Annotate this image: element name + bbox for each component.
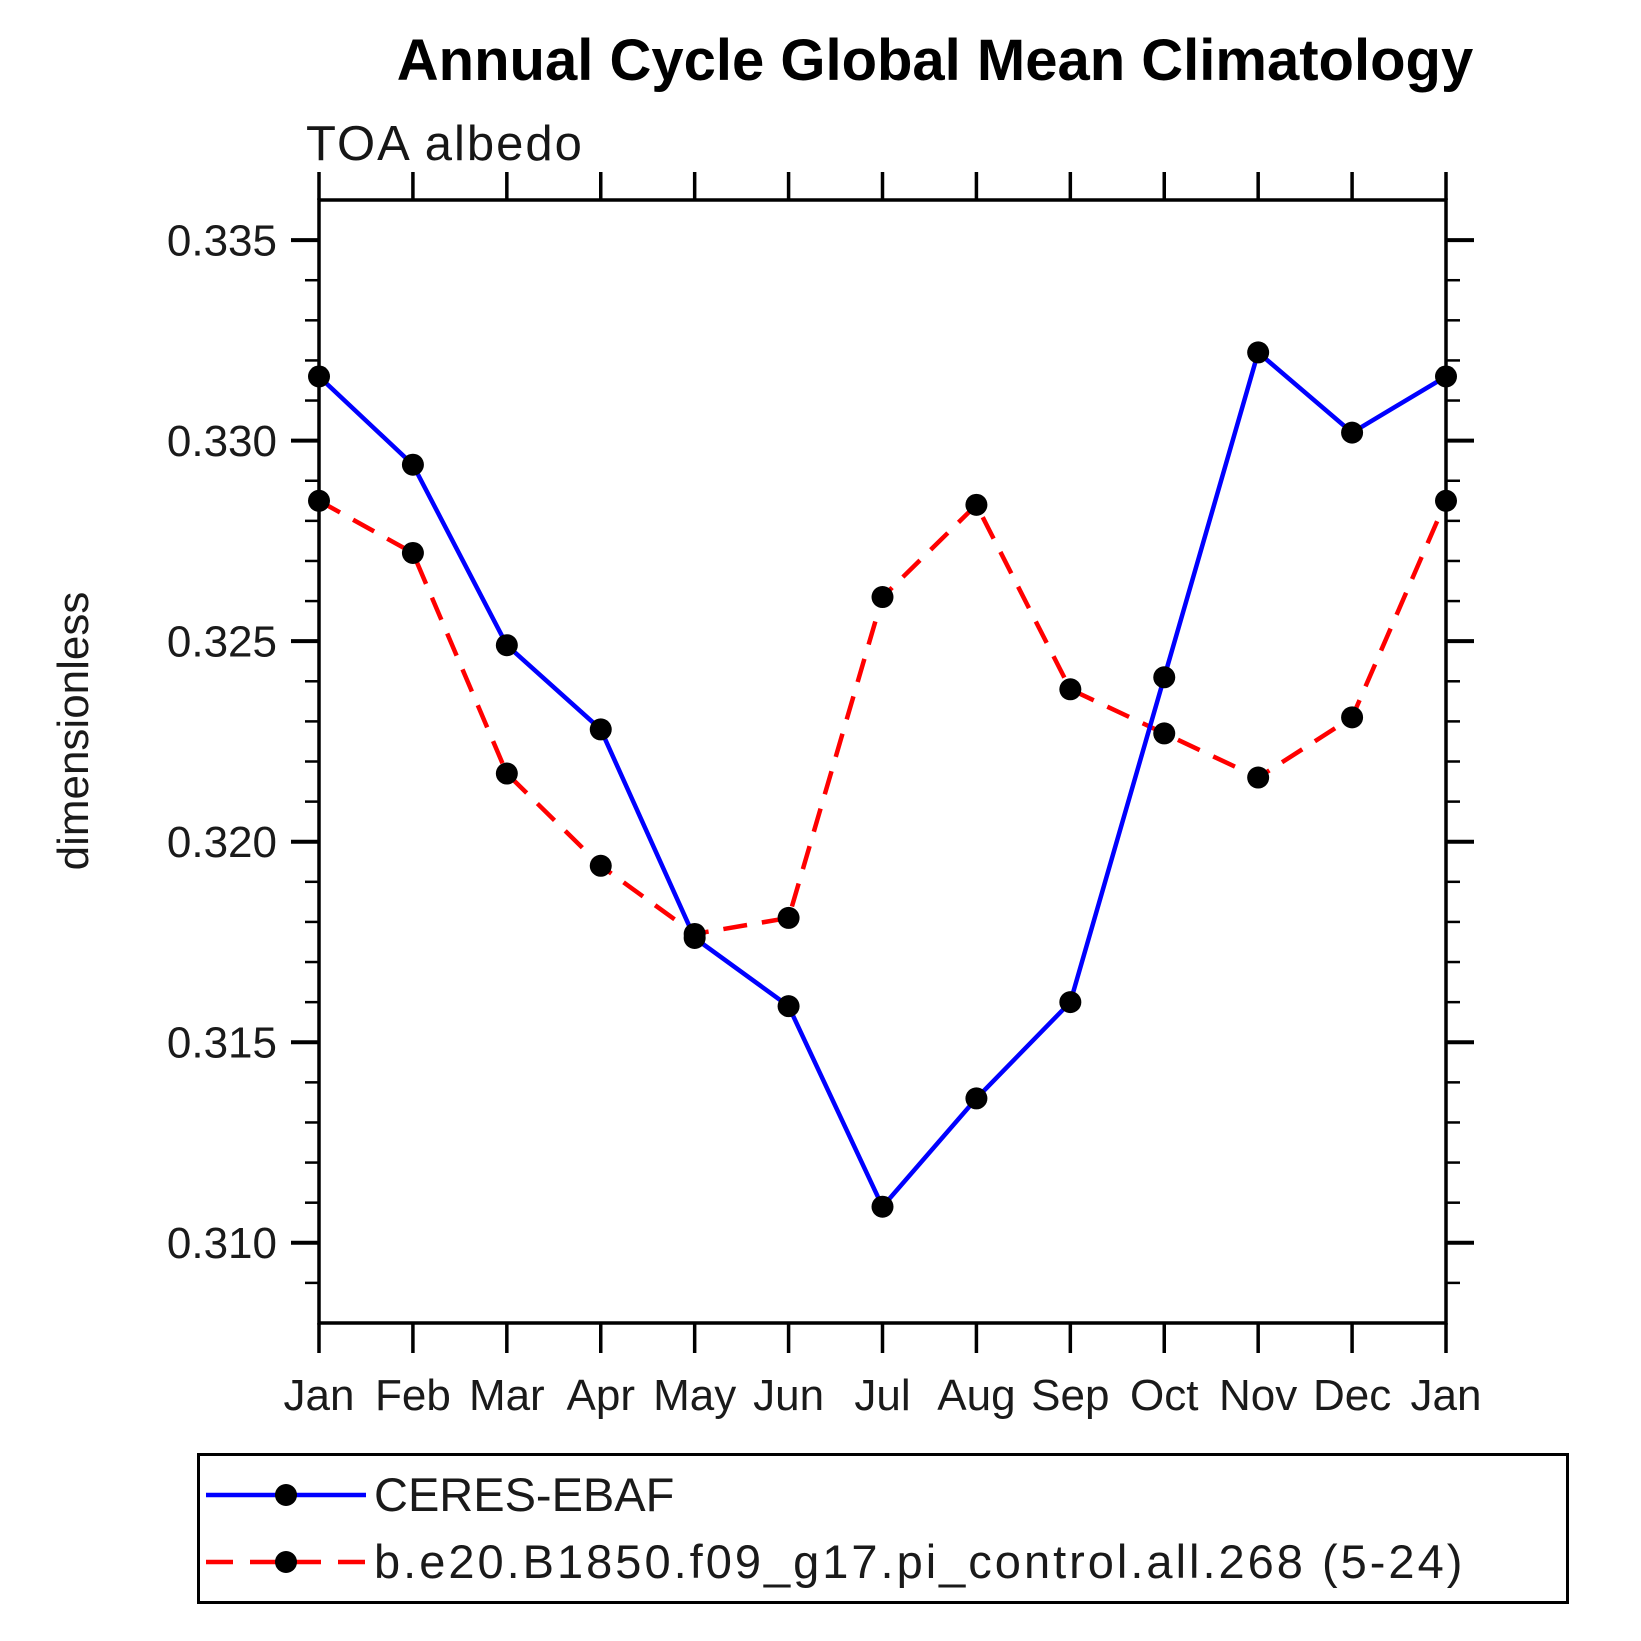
legend-marker-icon: [275, 1550, 297, 1573]
data-point: [1341, 421, 1364, 444]
series-lines: [317, 348, 1449, 1211]
x-tick-label: Apr: [567, 1371, 635, 1420]
x-tick-label: May: [653, 1371, 736, 1420]
data-point: [1153, 666, 1176, 689]
data-point: [777, 995, 800, 1018]
y-tick-label: 0.330: [167, 417, 277, 466]
legend-swatch-model-line: [206, 1550, 366, 1573]
legend-marker-icon: [275, 1483, 297, 1506]
y-tick-label: 0.315: [167, 1019, 277, 1068]
x-axis: Jan Feb Mar Apr May Jun Jul Aug Sep Oct Nov Dec Jan: [284, 172, 1482, 1420]
x-tick-label: Aug: [937, 1371, 1015, 1420]
series-line-obs: [317, 348, 1448, 1211]
x-tick-label: Nov: [1219, 1371, 1297, 1420]
data-point: [1247, 766, 1270, 789]
data-point: [965, 493, 988, 516]
data-point: [871, 586, 894, 609]
data-point: [401, 453, 424, 476]
x-tick-label: Oct: [1130, 1371, 1198, 1420]
series-line-model: [317, 498, 1449, 937]
x-tick-label: Sep: [1031, 1371, 1109, 1420]
legend-row-model: b.e20.B1850.f09_g17.pi_control.all.268 (…: [200, 1528, 1566, 1595]
data-point: [589, 854, 612, 877]
data-point: [308, 365, 330, 388]
chart-subtitle: TOA albedo: [306, 117, 584, 171]
y-axis-title: dimensionless: [49, 592, 98, 871]
data-point: [871, 1195, 894, 1218]
chart-title: Annual Cycle Global Mean Climatology: [397, 28, 1473, 93]
legend: CERES-EBAF b.e20.B1850.f09_g17.pi_contro…: [197, 1453, 1569, 1604]
data-point: [401, 541, 424, 564]
y-tick-label: 0.335: [167, 217, 277, 266]
plot-frame: [317, 198, 1448, 1325]
legend-label-obs: CERES-EBAF: [374, 1468, 675, 1521]
data-point: [308, 489, 330, 512]
y-tick-label: 0.310: [167, 1219, 277, 1268]
x-tick-label: Feb: [375, 1371, 451, 1420]
legend-row-obs: CERES-EBAF: [200, 1461, 1566, 1528]
data-point: [683, 922, 706, 945]
x-tick-label: Dec: [1313, 1371, 1391, 1420]
series-markers: [308, 341, 1457, 1218]
data-point: [777, 906, 800, 929]
legend-swatch-obs-line: [206, 1483, 366, 1506]
data-point: [1059, 678, 1082, 701]
y-axis: 0.310 0.315 0.320 0.325 0.330 0.335: [167, 217, 1474, 1285]
x-tick-label: Jan: [284, 1371, 355, 1420]
data-point: [1059, 991, 1082, 1014]
data-point: [495, 762, 518, 785]
data-point: [1153, 722, 1176, 745]
data-point: [1435, 365, 1457, 388]
x-tick-label: Jun: [753, 1371, 824, 1420]
data-point: [495, 634, 518, 657]
data-point: [589, 718, 612, 741]
x-tick-label: Jul: [854, 1371, 910, 1420]
data-point: [1341, 706, 1364, 729]
x-tick-label: Mar: [469, 1371, 545, 1420]
y-tick-label: 0.325: [167, 618, 277, 667]
data-point: [1247, 341, 1270, 364]
data-point: [965, 1087, 988, 1110]
data-point: [1435, 489, 1457, 512]
y-tick-label: 0.320: [167, 818, 277, 867]
legend-label-model: b.e20.B1850.f09_g17.pi_control.all.268 (…: [374, 1535, 1466, 1588]
x-tick-label: Jan: [1411, 1371, 1482, 1420]
